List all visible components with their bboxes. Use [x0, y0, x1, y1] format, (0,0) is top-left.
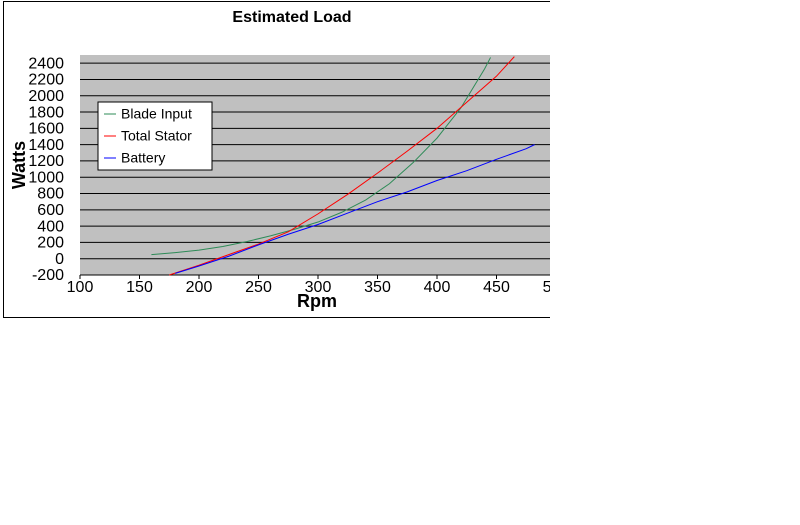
y-tick-label: 1800 [28, 104, 64, 121]
y-tick-label: 200 [37, 235, 64, 252]
legend-label: Blade Input [121, 106, 192, 122]
y-tick-label: 1200 [28, 153, 64, 170]
x-tick-label: 250 [245, 279, 272, 296]
y-tick-label: 2200 [28, 72, 64, 89]
x-tick-label: 150 [126, 279, 153, 296]
y-tick-label: 800 [37, 186, 64, 203]
x-axis-label: Rpm [297, 291, 337, 311]
y-tick-label: -200 [32, 267, 64, 284]
y-tick-label: 1400 [28, 137, 64, 154]
y-tick-label: 1000 [28, 169, 64, 186]
x-tick-label: 500 [543, 279, 550, 296]
legend-label: Battery [121, 150, 165, 166]
y-tick-label: 0 [55, 251, 64, 268]
y-tick-label: 2400 [28, 55, 64, 72]
x-tick-label: 450 [483, 279, 510, 296]
x-tick-label: 200 [186, 279, 213, 296]
y-axis-label: Watts [9, 141, 29, 189]
series-line [169, 56, 515, 276]
series-line [151, 57, 491, 256]
chart: Estimated Load Rpm Watts -20002004006008… [3, 1, 550, 318]
x-tick-label: 400 [424, 279, 451, 296]
x-tick-label: 350 [364, 279, 391, 296]
legend-box [97, 101, 213, 171]
chart-title: Estimated Load [232, 9, 351, 26]
y-tick-label: 1600 [28, 121, 64, 138]
y-tick-label: 600 [37, 202, 64, 219]
x-tick-label: 300 [305, 279, 332, 296]
y-tick-label: 2000 [28, 88, 64, 105]
x-tick-label: 100 [67, 279, 94, 296]
y-tick-label: 400 [37, 218, 64, 235]
series-line [175, 144, 535, 274]
legend-label: Total Stator [121, 128, 192, 144]
